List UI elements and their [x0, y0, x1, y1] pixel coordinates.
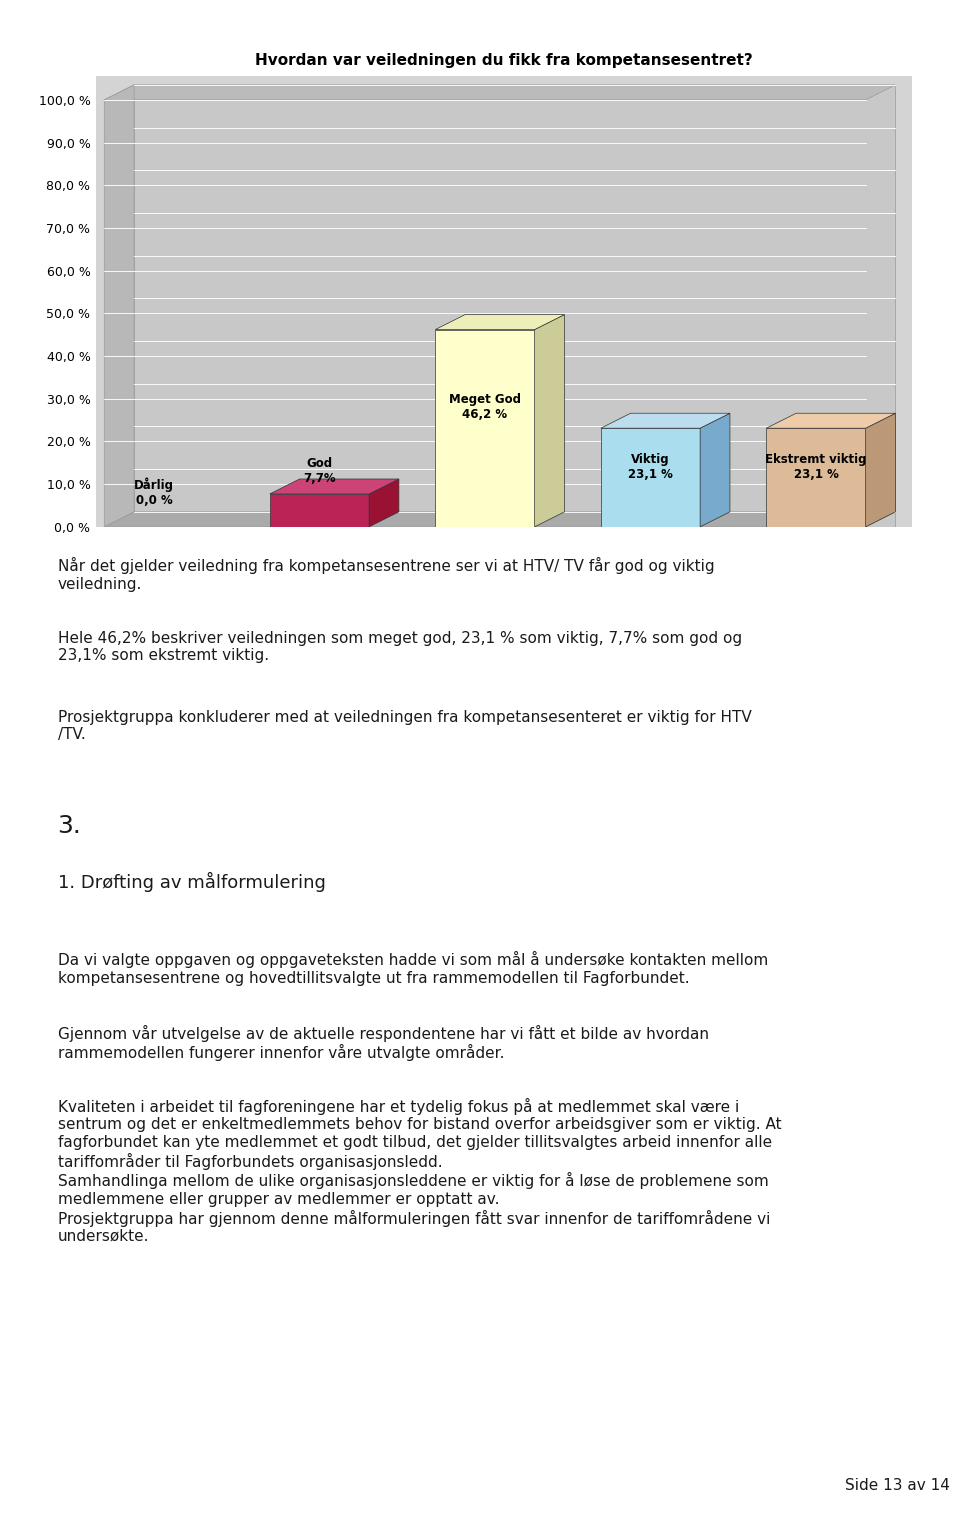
Polygon shape	[700, 414, 730, 527]
Polygon shape	[105, 86, 896, 99]
Text: Hele 46,2% beskriver veiledningen som meget god, 23,1 % som viktig, 7,7% som god: Hele 46,2% beskriver veiledningen som me…	[58, 631, 742, 663]
Text: Gjennom vår utvelgelse av de aktuelle respondentene har vi fått et bilde av hvor: Gjennom vår utvelgelse av de aktuelle re…	[58, 1025, 708, 1061]
Text: Ekstremt viktig
23,1 %: Ekstremt viktig 23,1 %	[765, 454, 867, 481]
Bar	[766, 428, 866, 527]
Polygon shape	[435, 315, 564, 330]
Text: Viktig
23,1 %: Viktig 23,1 %	[628, 454, 673, 481]
Text: 3.: 3.	[58, 814, 82, 838]
Polygon shape	[535, 315, 564, 527]
Polygon shape	[105, 86, 134, 527]
Polygon shape	[105, 512, 896, 527]
Bar	[601, 428, 700, 527]
Text: 1. Drøfting av målformulering: 1. Drøfting av målformulering	[58, 872, 325, 892]
Polygon shape	[270, 479, 399, 493]
Polygon shape	[369, 479, 399, 527]
Text: God
7,7%: God 7,7%	[303, 457, 336, 486]
Polygon shape	[766, 414, 896, 428]
Bar	[270, 493, 369, 527]
Title: Hvordan var veiledningen du fikk fra kompetansesentret?: Hvordan var veiledningen du fikk fra kom…	[255, 53, 753, 69]
Text: Når det gjelder veiledning fra kompetansesentrene ser vi at HTV/ TV får god og v: Når det gjelder veiledning fra kompetans…	[58, 557, 714, 592]
Text: Da vi valgte oppgaven og oppgaveteksten hadde vi som mål å undersøke kontakten m: Da vi valgte oppgaven og oppgaveteksten …	[58, 951, 768, 986]
Polygon shape	[601, 414, 730, 428]
Text: Meget God
46,2 %: Meget God 46,2 %	[449, 394, 521, 421]
Polygon shape	[134, 86, 896, 527]
Text: Kvaliteten i arbeidet til fagforeningene har et tydelig fokus på at medlemmet sk: Kvaliteten i arbeidet til fagforeningene…	[58, 1098, 781, 1245]
Bar	[435, 330, 535, 527]
Polygon shape	[866, 414, 896, 527]
Text: Side 13 av 14: Side 13 av 14	[845, 1478, 949, 1493]
Text: Dårlig
0,0 %: Dårlig 0,0 %	[134, 478, 174, 507]
Text: Prosjektgruppa konkluderer med at veiledningen fra kompetansesenteret er viktig : Prosjektgruppa konkluderer med at veiled…	[58, 710, 752, 742]
